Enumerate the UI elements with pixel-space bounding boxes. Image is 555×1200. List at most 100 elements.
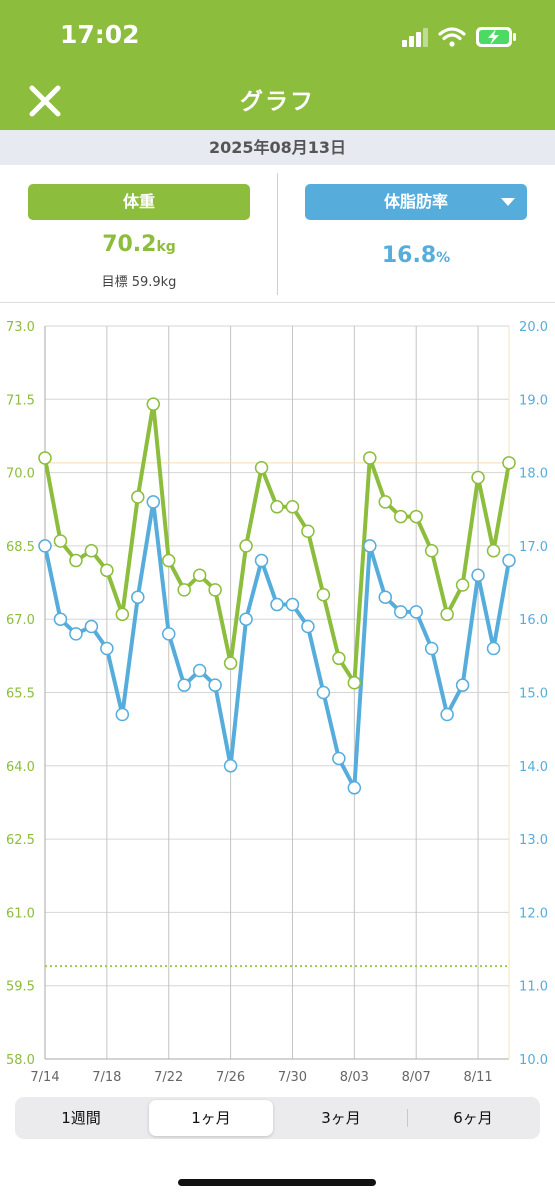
divider <box>277 173 278 295</box>
body-fat-data-point <box>471 568 485 582</box>
right-axis-tick-label: 20.0 <box>519 320 548 335</box>
body-fat-data-point <box>161 627 176 641</box>
body-fat-data-point <box>223 759 238 773</box>
body-fat-data-point <box>332 751 346 766</box>
weight-data-point <box>440 607 454 622</box>
weight-fat-chart[interactable]: 73.0 20.0 71.5 19.0 70.0 18.0 68.5 17.0 67.0 16.0… <box>0 303 555 1093</box>
weight-data-point <box>146 397 161 411</box>
metrics-panel: 体重 70.2kg 目標 59.9kg 体脂肪率 16.8% <box>0 165 555 303</box>
left-axis-tick-label: 71.5 <box>6 393 35 408</box>
x-axis-tick-label: 7/30 <box>278 1070 307 1085</box>
left-axis-tick-label: 73.0 <box>6 320 35 335</box>
weight-data-point <box>223 656 238 670</box>
x-axis-tick-label: 7/14 <box>30 1070 59 1085</box>
left-axis-tick-label: 58.0 <box>6 1053 35 1068</box>
weight-data-point <box>177 583 191 597</box>
weight-data-point <box>192 568 207 582</box>
left-axis-tick-label: 64.0 <box>6 760 35 775</box>
weight-button[interactable]: 体重 <box>28 184 250 220</box>
weight-data-point <box>285 500 300 514</box>
target-weight: 目標 59.9kg <box>101 275 177 290</box>
period-selector: 1週間 1ヶ月 3ヶ月 6ヶ月 <box>15 1097 540 1139</box>
body-fat-value: 16.8% <box>305 243 527 268</box>
weight-data-point <box>393 509 408 524</box>
body-fat-data-point <box>363 539 377 553</box>
home-indicator <box>178 1179 376 1186</box>
weight-data-point <box>363 451 377 465</box>
body-fat-data-point <box>254 553 269 568</box>
body-fat-data-point <box>455 678 470 692</box>
status-bar: 17:02 <box>0 0 555 72</box>
left-axis-tick-label: 62.5 <box>6 833 35 848</box>
wifi-icon <box>438 27 466 47</box>
body-fat-data-point <box>424 641 439 656</box>
right-axis-tick-label: 19.0 <box>519 393 548 408</box>
tab-3-months[interactable]: 3ヶ月 <box>321 1109 361 1127</box>
x-axis-tick-label: 7/22 <box>154 1070 183 1085</box>
right-axis-tick-label: 18.0 <box>519 467 548 482</box>
date-label: 2025年08月13日 <box>0 130 555 165</box>
body-fat-data-point <box>208 678 222 692</box>
x-axis-tick-label: 8/07 <box>402 1070 431 1085</box>
x-axis-tick-label: 8/03 <box>340 1070 369 1085</box>
x-axis-tick-label: 8/11 <box>463 1070 492 1085</box>
body-fat-data-point <box>378 590 393 604</box>
tab-6-months[interactable]: 6ヶ月 <box>453 1109 493 1127</box>
body-fat-data-point <box>115 707 130 722</box>
body-fat-data-point <box>192 663 207 678</box>
page-title: グラフ <box>240 89 315 115</box>
weight-value: 70.2kg <box>28 232 250 257</box>
weight-data-point <box>316 588 331 602</box>
body-fat-dropdown[interactable]: 体脂肪率 <box>305 184 527 220</box>
segment-divider <box>407 1109 408 1127</box>
weight-number: 70.2 <box>102 232 157 257</box>
body-fat-data-point <box>38 539 52 553</box>
body-fat-data-point <box>502 553 516 568</box>
status-time: 17:02 <box>60 20 140 49</box>
right-axis-tick-label: 17.0 <box>519 540 548 555</box>
weight-data-point <box>115 607 130 622</box>
left-axis-tick-label: 65.5 <box>6 687 35 702</box>
weight-data-point <box>378 495 393 509</box>
weight-data-point <box>301 524 315 538</box>
weight-data-point <box>84 544 99 558</box>
left-axis-tick-label: 70.0 <box>6 467 35 482</box>
body-fat-unit: % <box>436 250 451 266</box>
left-axis-tick-label: 68.5 <box>6 540 35 555</box>
weight-data-point <box>208 583 222 597</box>
body-fat-data-point <box>53 612 68 626</box>
body-fat-data-point <box>131 590 145 604</box>
body-fat-data-point <box>316 685 331 700</box>
weight-data-point <box>131 490 145 504</box>
weight-data-point <box>455 578 470 592</box>
tab-1-month[interactable]: 1ヶ月 <box>149 1100 273 1136</box>
weight-series-line <box>43 402 511 685</box>
battery-charging-icon <box>476 27 516 47</box>
body-fat-data-point <box>177 678 191 692</box>
chevron-down-icon <box>501 198 515 206</box>
body-fat-label: 体脂肪率 <box>383 192 448 211</box>
body-fat-data-point <box>440 707 454 722</box>
left-axis-tick-label: 67.0 <box>6 613 35 628</box>
weight-data-point <box>409 509 423 524</box>
x-axis-tick-label: 7/26 <box>216 1070 245 1085</box>
tab-1-week[interactable]: 1週間 <box>61 1109 101 1127</box>
weight-data-point <box>347 675 362 690</box>
left-axis-tick-label: 59.5 <box>6 980 35 995</box>
right-axis-tick-label: 11.0 <box>519 980 548 995</box>
body-fat-data-point <box>285 597 300 612</box>
weight-unit: kg <box>156 239 176 255</box>
body-fat-data-point <box>393 605 408 619</box>
body-fat-data-point <box>486 641 501 656</box>
right-axis-tick-label: 15.0 <box>519 687 548 702</box>
status-icons <box>402 27 516 47</box>
weight-data-point <box>332 651 346 666</box>
right-axis-tick-label: 13.0 <box>519 833 548 848</box>
close-icon[interactable] <box>24 80 66 122</box>
right-axis-tick-label: 10.0 <box>519 1053 548 1068</box>
body-fat-data-point <box>347 781 362 795</box>
body-fat-data-point <box>69 627 83 641</box>
weight-label: 体重 <box>122 192 155 211</box>
body-fat-series-line <box>43 499 511 790</box>
weight-data-point <box>471 470 485 485</box>
